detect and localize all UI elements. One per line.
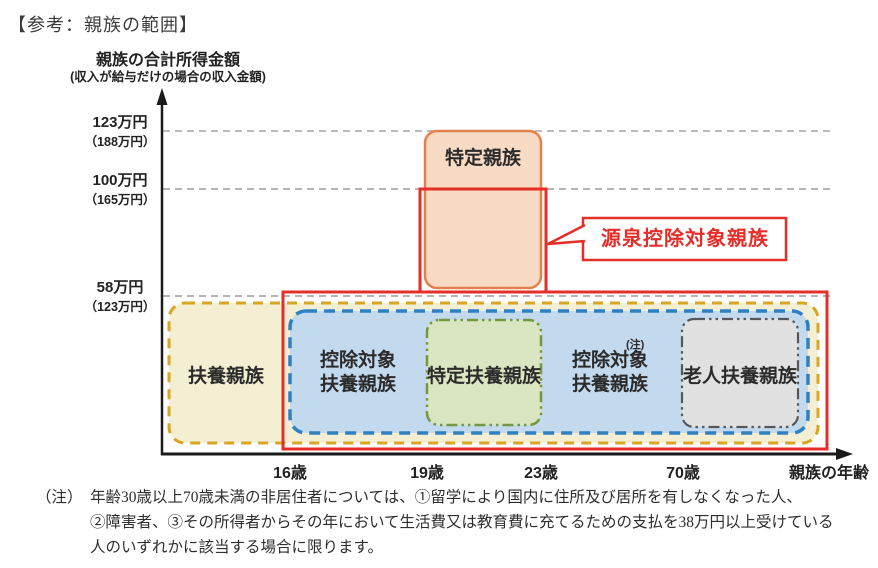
label-line1: 控除対象 xyxy=(571,350,648,371)
tokutei-fuyou-region-box xyxy=(425,318,543,427)
gensen-tower-outline xyxy=(418,187,548,294)
roujin-fuyou-region-box xyxy=(680,317,800,429)
label-line1: 控除対象 xyxy=(319,350,396,371)
y-axis-arrowhead-icon xyxy=(156,88,168,105)
y-tick-income: 100万円 xyxy=(92,172,148,189)
x-axis-title: 親族の年齢 xyxy=(788,465,869,482)
footnote-line3: 人のいずれかに該当する場合に限ります。 xyxy=(90,539,383,556)
footnote-label: （注） xyxy=(36,489,83,506)
label-tokutei-fuyou-shinzoku: 特定扶養親族 xyxy=(426,366,541,387)
y-tick-58man: 58万円 （123万円） xyxy=(65,277,175,316)
y-axis-title-line1: 親族の合計所得金額 xyxy=(95,52,240,69)
y-axis-title-line2: (収入が給与だけの場合の収入金額) xyxy=(70,70,266,84)
y-tick-100man: 100万円 （165万円） xyxy=(65,170,175,209)
tokutei-shinzoku-box xyxy=(423,129,543,290)
gensen-region-outline xyxy=(281,290,829,451)
footnote-line1: 年齢30歳以上70歳未満の非居住者については、①留学により国内に住所及び居所を有… xyxy=(90,489,802,506)
x-tick-16: 16歳 xyxy=(273,465,307,482)
y-tick-salary: （165万円） xyxy=(84,193,156,207)
y-tick-income: 58万円 xyxy=(96,279,144,296)
x-tick-70: 70歳 xyxy=(666,465,700,482)
y-tick-salary: （123万円） xyxy=(84,300,156,314)
label-fuyou-shinzoku: 扶養親族 xyxy=(187,366,264,387)
label-line2: 扶養親族 xyxy=(319,374,396,395)
label-roujin-fuyou-shinzoku: 老人扶養親族 xyxy=(682,366,797,387)
page-title: 【参考：親族の範囲】 xyxy=(8,15,198,35)
label-line2: 扶養親族 xyxy=(571,374,648,395)
label-note-mark: (注) xyxy=(626,339,645,351)
y-tick-income: 123万円 xyxy=(92,114,148,131)
callout-pointer-icon xyxy=(546,223,586,246)
y-tick-salary: （188万円） xyxy=(84,135,156,149)
x-tick-19: 19歳 xyxy=(410,465,444,482)
x-tick-23: 23歳 xyxy=(524,465,558,482)
label-koujo-taisho-right: 控除対象 扶養親族 xyxy=(530,349,690,397)
footnote-line2: ②障害者、③その所得者からその年において生活費又は教育費に充てるための支払を38… xyxy=(90,514,834,531)
label-koujo-taisho-left: 控除対象 扶養親族 xyxy=(278,349,438,397)
label-gensen-koujo-taisho-shinzoku: 源泉控除対象親族 xyxy=(601,228,769,250)
label-tokutei-shinzoku: 特定親族 xyxy=(444,148,521,169)
koujo-taisho-fuyou-region-box xyxy=(288,309,810,435)
x-axis-arrowhead-icon xyxy=(836,448,853,460)
y-tick-123man: 123万円 （188万円） xyxy=(65,112,175,151)
